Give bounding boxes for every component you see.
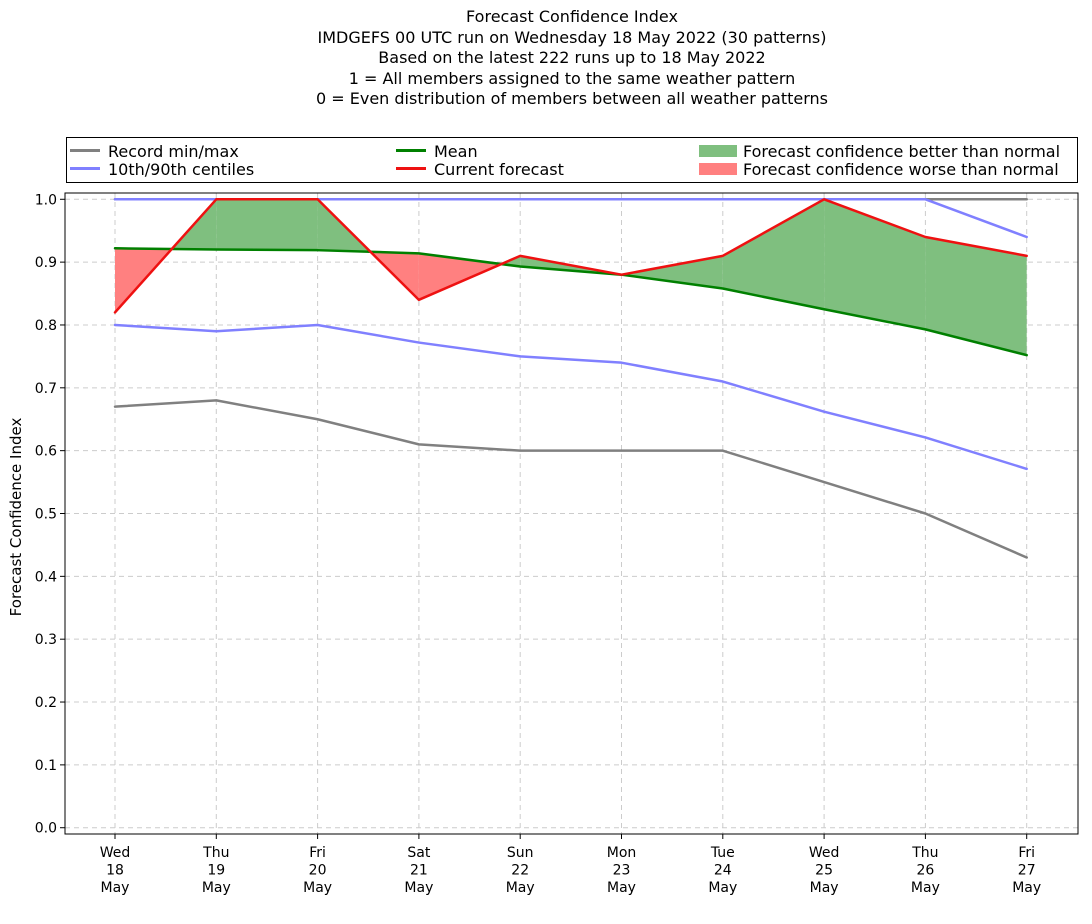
x-tick-label: 22 xyxy=(511,863,529,879)
y-tick-label: 0.0 xyxy=(35,821,57,837)
x-tick-label: Tue xyxy=(710,845,735,861)
y-tick-label: 0.1 xyxy=(35,758,57,774)
x-tick-label: Fri xyxy=(1018,845,1035,861)
x-tick-label: May xyxy=(1012,880,1041,896)
tick-layer: 0.00.10.20.30.40.50.60.70.80.91.0Wed18Ma… xyxy=(35,192,1041,896)
series-line-mean xyxy=(113,247,1028,357)
y-tick-label: 0.2 xyxy=(35,695,57,711)
x-tick-label: 20 xyxy=(309,863,327,879)
legend-label-worse: Forecast confidence worse than normal xyxy=(743,160,1059,179)
fill-better-region xyxy=(216,199,318,251)
series-line-current-forecast xyxy=(113,198,1028,314)
legend-swatch-centiles xyxy=(70,167,100,170)
y-tick-label: 0.5 xyxy=(35,507,57,523)
x-tick-label: Sat xyxy=(407,845,430,861)
legend-item-mean: Mean xyxy=(396,143,478,161)
x-tick-label: May xyxy=(607,880,636,896)
x-tick-label: Sun xyxy=(507,845,534,861)
title-line-3: Based on the latest 222 runs up to 18 Ma… xyxy=(378,48,766,67)
fill-better-region xyxy=(824,199,926,330)
fill-better-region xyxy=(621,255,723,289)
title-line-5: 0 = Even distribution of members between… xyxy=(315,89,829,108)
fill-better-region xyxy=(925,236,1027,356)
line-layer xyxy=(113,198,1028,559)
x-tick-label: 21 xyxy=(410,863,428,879)
x-tick-label: May xyxy=(506,880,535,896)
x-tick-label: Thu xyxy=(202,845,229,861)
legend-label-centiles: 10th/90th centiles xyxy=(108,160,255,179)
x-tick-label: May xyxy=(404,880,433,896)
legend-item-current: Current forecast xyxy=(396,161,564,179)
x-tick-label: May xyxy=(911,880,940,896)
legend-label-record: Record min/max xyxy=(108,142,239,161)
legend-item-record: Record min/max xyxy=(70,143,239,161)
x-tick-label: 27 xyxy=(1018,863,1036,879)
y-tick-label: 0.4 xyxy=(35,569,57,585)
x-tick-label: Thu xyxy=(911,845,938,861)
x-tick-label: 26 xyxy=(916,863,934,879)
x-tick-label: Fri xyxy=(309,845,326,861)
y-tick-label: 0.9 xyxy=(35,255,57,271)
y-tick-label: 0.7 xyxy=(35,381,57,397)
legend-swatch-worse xyxy=(699,162,737,175)
legend-item-worse: Forecast confidence worse than normal xyxy=(699,161,1059,179)
y-tick-label: 0.3 xyxy=(35,632,57,648)
x-tick-label: May xyxy=(303,880,332,896)
y-tick-label: 0.8 xyxy=(35,318,57,334)
legend-label-current: Current forecast xyxy=(434,160,564,179)
legend-label-better: Forecast confidence better than normal xyxy=(743,142,1061,161)
x-tick-label: Wed xyxy=(100,845,131,861)
legend-item-better: Forecast confidence better than normal xyxy=(699,143,1060,161)
legend-swatch-current xyxy=(396,167,426,170)
legend-label-mean: Mean xyxy=(434,142,478,161)
x-tick-label: Mon xyxy=(607,845,637,861)
y-tick-label: 1.0 xyxy=(35,192,57,208)
title-line-1: Forecast Confidence Index xyxy=(466,7,678,26)
y-tick-label: 0.6 xyxy=(35,444,57,460)
legend-swatch-mean xyxy=(396,149,426,152)
x-tick-label: Wed xyxy=(809,845,840,861)
legend-swatch-better xyxy=(699,144,737,157)
x-tick-label: May xyxy=(810,880,839,896)
x-tick-label: 23 xyxy=(613,863,631,879)
legend-item-centiles: 10th/90th centiles xyxy=(70,161,254,179)
chart-title: Forecast Confidence Index IMDGEFS 00 UTC… xyxy=(0,7,1092,110)
grid-layer xyxy=(65,193,1078,834)
series-line-10th-centile xyxy=(113,323,1028,471)
x-tick-label: 18 xyxy=(106,863,124,879)
legend: Record min/max Mean Forecast confidence … xyxy=(66,137,1078,183)
x-tick-label: May xyxy=(202,880,231,896)
x-tick-label: May xyxy=(101,880,130,896)
series-line-record-min xyxy=(113,399,1028,559)
x-tick-label: 24 xyxy=(714,863,732,879)
x-tick-label: 19 xyxy=(207,863,225,879)
fill-better-region xyxy=(722,199,825,310)
legend-swatch-record xyxy=(70,149,100,152)
y-axis-label: Forecast Confidence Index xyxy=(7,418,25,617)
fill-worse-region xyxy=(418,253,502,300)
x-tick-label: 25 xyxy=(815,863,833,879)
title-line-4: 1 = All members assigned to the same wea… xyxy=(348,68,796,88)
x-tick-label: May xyxy=(708,880,737,896)
title-line-2: IMDGEFS 00 UTC run on Wednesday 18 May 2… xyxy=(317,27,827,47)
